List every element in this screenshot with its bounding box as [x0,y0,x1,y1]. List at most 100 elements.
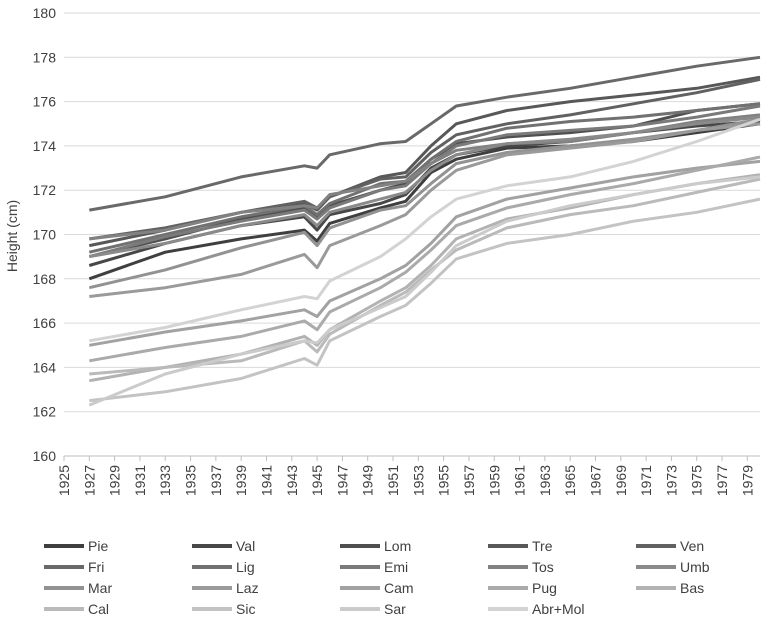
series-line-umb [89,115,761,259]
x-tick-label: 1971 [638,465,654,496]
legend-label: Sar [384,600,406,617]
legend-label: Tre [532,537,553,554]
x-tick-label: 1965 [562,465,578,496]
x-tick-label: 1929 [107,465,123,496]
y-tick-label: 176 [33,94,57,110]
legend-item: Tos [488,557,636,576]
legend-swatch [340,606,380,611]
legend-swatch [340,543,380,548]
legend-swatch [44,543,84,548]
x-tick-label: 1941 [258,465,274,496]
x-tick-label: 1969 [613,465,629,496]
x-tick-label: 1951 [385,465,401,496]
legend-item: Sic [192,599,340,618]
y-tick-label: 170 [33,227,57,243]
legend-label: Ven [680,537,705,554]
legend-swatch [44,606,84,611]
x-tick-label: 1931 [132,465,148,496]
y-tick-label: 178 [33,49,57,65]
series-line-tre [88,75,761,248]
legend-item: Laz [192,578,340,597]
legend-item: Tre [488,536,636,555]
y-axis-title: Height (cm) [4,200,20,272]
x-tick-label: 1933 [157,465,173,496]
x-tick-label: 1975 [689,465,705,496]
series-line-laz [89,122,761,298]
x-tick-label: 1955 [436,465,452,496]
legend-swatch [488,606,528,611]
legend-item: Abr+Mol [488,599,636,618]
y-tick-label: 164 [33,359,57,375]
legend-label: Pug [532,579,557,596]
y-axis-ticks: 160 162 164 166 168 170 172 174 176 178 180 [33,5,57,464]
legend-swatch [44,585,84,590]
x-tick-label: 1977 [714,465,730,496]
series-line-ven [89,77,761,241]
series-line-val [88,120,761,267]
series-line-fri [89,55,761,212]
legend-label: Mar [88,579,113,596]
legend-label: Sic [236,600,256,617]
legend-label: Fri [88,558,105,575]
legend-item: Sar [340,599,488,618]
x-axis: 1925 1927 1929 1931 1933 1935 1937 1939 1941 1943… [56,456,755,496]
x-tick-label: 1953 [410,465,426,496]
legend-swatch [192,606,232,611]
x-tick-label: 1959 [486,465,502,496]
legend-swatch [340,564,380,569]
legend-label: Bas [680,579,705,596]
legend-label: Laz [236,579,259,596]
x-tick-label: 1963 [537,465,553,496]
x-tick-label: 1935 [183,465,199,496]
series-line-emi [88,104,761,259]
x-tick-label: 1925 [56,465,72,496]
series-line-cam [89,159,761,347]
series-line-cal [89,177,761,376]
legend-label: Val [236,537,256,554]
x-tick-label: 1961 [512,465,528,496]
legend: Pie Val Lom Tre Ven Fri Lig Emi Tos Umb Mar Laz Cam P… [44,536,744,618]
legend-item: Pie [44,536,192,555]
legend-item: Emi [340,557,488,576]
y-tick-label: 168 [33,271,57,287]
legend-swatch [340,585,380,590]
legend-label: Pie [88,537,109,554]
legend-item: Lom [340,536,488,555]
series-line-sic [89,197,761,403]
x-tick-label: 1927 [81,465,97,496]
legend-item: Lig [192,557,340,576]
legend-item: Cam [340,578,488,597]
x-tick-label: 1943 [284,465,300,496]
legend-label: Lig [236,558,255,575]
legend-item: Mar [44,578,192,597]
legend-swatch [192,564,232,569]
y-tick-label: 172 [33,182,57,198]
legend-swatch [488,564,528,569]
x-tick-label: 1947 [334,465,350,496]
legend-item: Fri [44,557,192,576]
legend-label: Tos [532,558,554,575]
legend-swatch [192,585,232,590]
legend-swatch [488,585,528,590]
y-tick-label: 166 [33,315,57,331]
legend-item: Cal [44,599,192,618]
x-tick-label: 1957 [461,465,477,496]
x-tick-label: 1937 [208,465,224,496]
legend-item: Ven [636,536,762,555]
series-line-pug [89,155,761,363]
series-line-abr-mol [89,117,761,343]
legend-swatch [488,543,528,548]
legend-item: Pug [488,578,636,597]
legend-swatch [636,564,676,569]
x-tick-label: 1949 [360,465,376,496]
legend-swatch [636,543,676,548]
y-tick-label: 174 [33,138,57,154]
legend-swatch [192,543,232,548]
legend-swatch [44,564,84,569]
x-tick-label: 1979 [739,465,755,496]
legend-label: Cam [384,579,414,596]
y-tick-label: 160 [33,448,57,464]
legend-item: Val [192,536,340,555]
x-tick-label: 1973 [663,465,679,496]
